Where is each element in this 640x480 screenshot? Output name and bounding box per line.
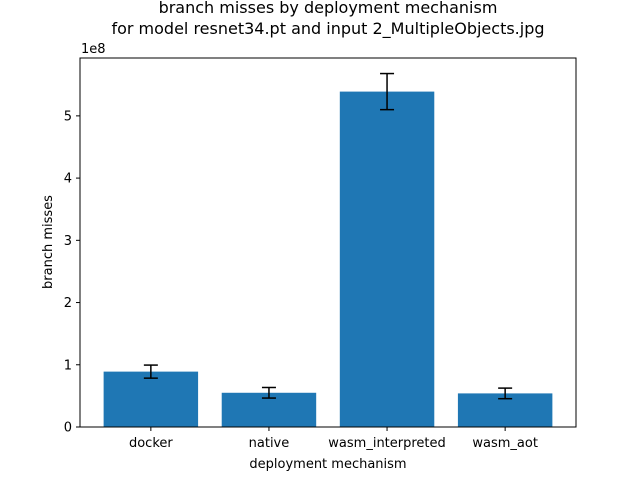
- y-tick-label-2: 2: [64, 296, 72, 311]
- y-axis-label: branch misses: [41, 195, 56, 289]
- chart-title-line1: branch misses by deployment mechanism: [159, 0, 498, 17]
- y-tick-label-0: 0: [64, 421, 72, 436]
- errorbars-group: [143, 72, 513, 400]
- x-tick-label-wasm_interpreted: wasm_interpreted: [328, 436, 445, 451]
- x-axis-label: deployment mechanism: [249, 457, 406, 472]
- chart-title-line2: for model resnet34.pt and input 2_Multip…: [111, 19, 544, 39]
- y-axis: 0 1 2 3 4 5: [64, 109, 80, 436]
- y-tick-label-5: 5: [64, 109, 72, 124]
- plot-frame: [79, 57, 577, 428]
- y-tick-label-3: 3: [64, 234, 72, 249]
- bar-docker: [103, 371, 199, 427]
- bar-wasm_interpreted: [339, 91, 435, 427]
- bars-group: [103, 91, 553, 427]
- y-multiplier-label: 1e8: [81, 42, 106, 57]
- x-tick-label-docker: docker: [129, 436, 173, 451]
- y-tick-label-1: 1: [64, 358, 72, 373]
- x-axis: docker native wasm_interpreted wasm_aot: [129, 427, 538, 451]
- x-tick-label-wasm_aot: wasm_aot: [472, 436, 538, 451]
- x-tick-label-native: native: [249, 436, 290, 451]
- y-tick-label-4: 4: [64, 172, 72, 187]
